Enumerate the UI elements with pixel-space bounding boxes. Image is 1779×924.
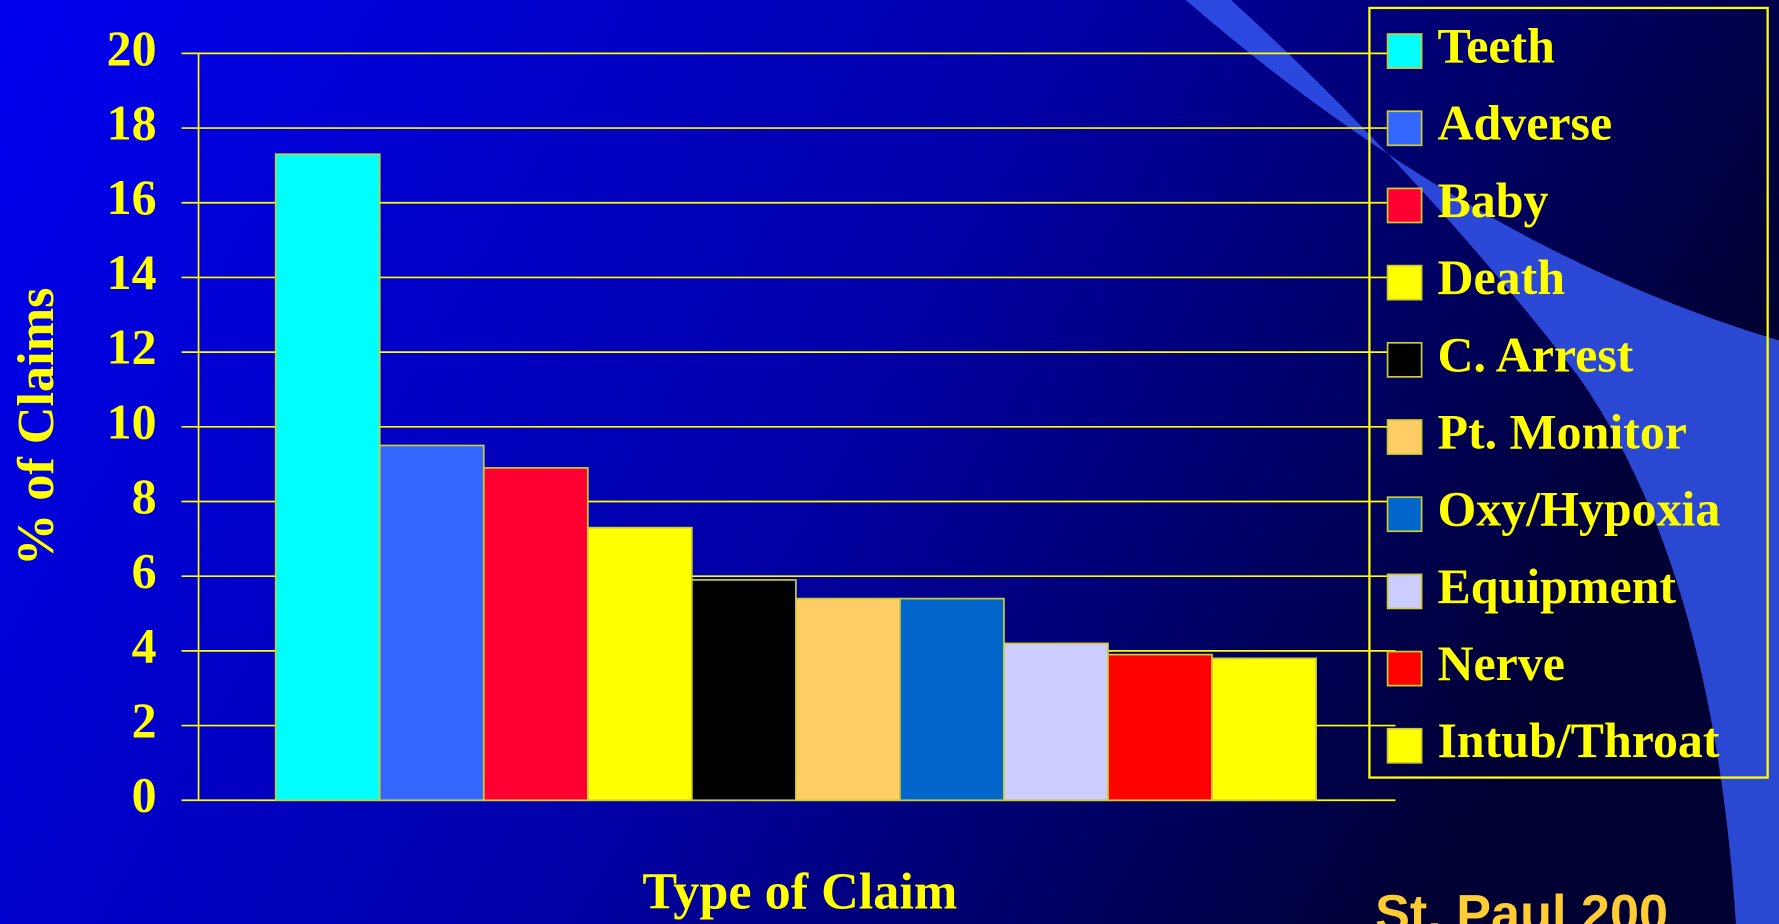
legend-label: C. Arrest [1437,327,1633,382]
legend-label: Teeth [1437,19,1555,74]
y-tick-label: 6 [132,544,157,599]
y-tick-label: 2 [132,693,157,748]
legend-label: Pt. Monitor [1437,404,1686,459]
y-tick-label: 14 [107,245,157,300]
bar [586,526,693,802]
y-tick-label: 12 [107,320,157,375]
legend-label: Nerve [1437,636,1564,691]
legend-label: Intub/Throat [1437,713,1719,768]
bar [691,579,797,802]
legend-label: Oxy/Hypoxia [1437,482,1720,537]
legend-swatch [1386,187,1423,224]
y-tick-label: 4 [132,618,157,673]
legend-swatch [1386,650,1423,687]
legend-swatch [1386,264,1423,301]
legend-swatch [1386,496,1423,533]
y-tick-label: 8 [132,469,157,524]
bar [274,153,381,802]
bar [1107,653,1213,802]
y-tick-label: 10 [107,394,157,449]
swoosh [1185,0,1779,924]
y-tick-label: 16 [107,170,157,225]
y-tick-label: 20 [107,21,157,76]
legend-swatch [1386,727,1423,764]
bar [1211,657,1317,802]
y-axis-title: % of Claims [7,288,65,566]
legend-box [1368,6,1769,779]
bar [482,467,589,802]
legend-swatch [1386,110,1423,147]
legend-label: Baby [1437,173,1548,228]
x-axis-title: Type of Claim [642,863,957,921]
bar [378,444,485,802]
legend-swatch [1386,573,1423,610]
y-tick-label: 18 [107,95,157,150]
bar [1003,642,1109,802]
bar [899,597,1005,802]
source-note: St. Paul 200 [1375,885,1668,924]
y-tick-label: 0 [132,768,157,823]
legend-swatch [1386,341,1423,378]
legend-label: Death [1437,250,1565,305]
bar [795,597,901,802]
legend-swatch [1386,33,1423,69]
legend-label: Equipment [1437,559,1676,614]
legend-swatch [1386,419,1423,455]
legend-label: Adverse [1437,96,1612,151]
